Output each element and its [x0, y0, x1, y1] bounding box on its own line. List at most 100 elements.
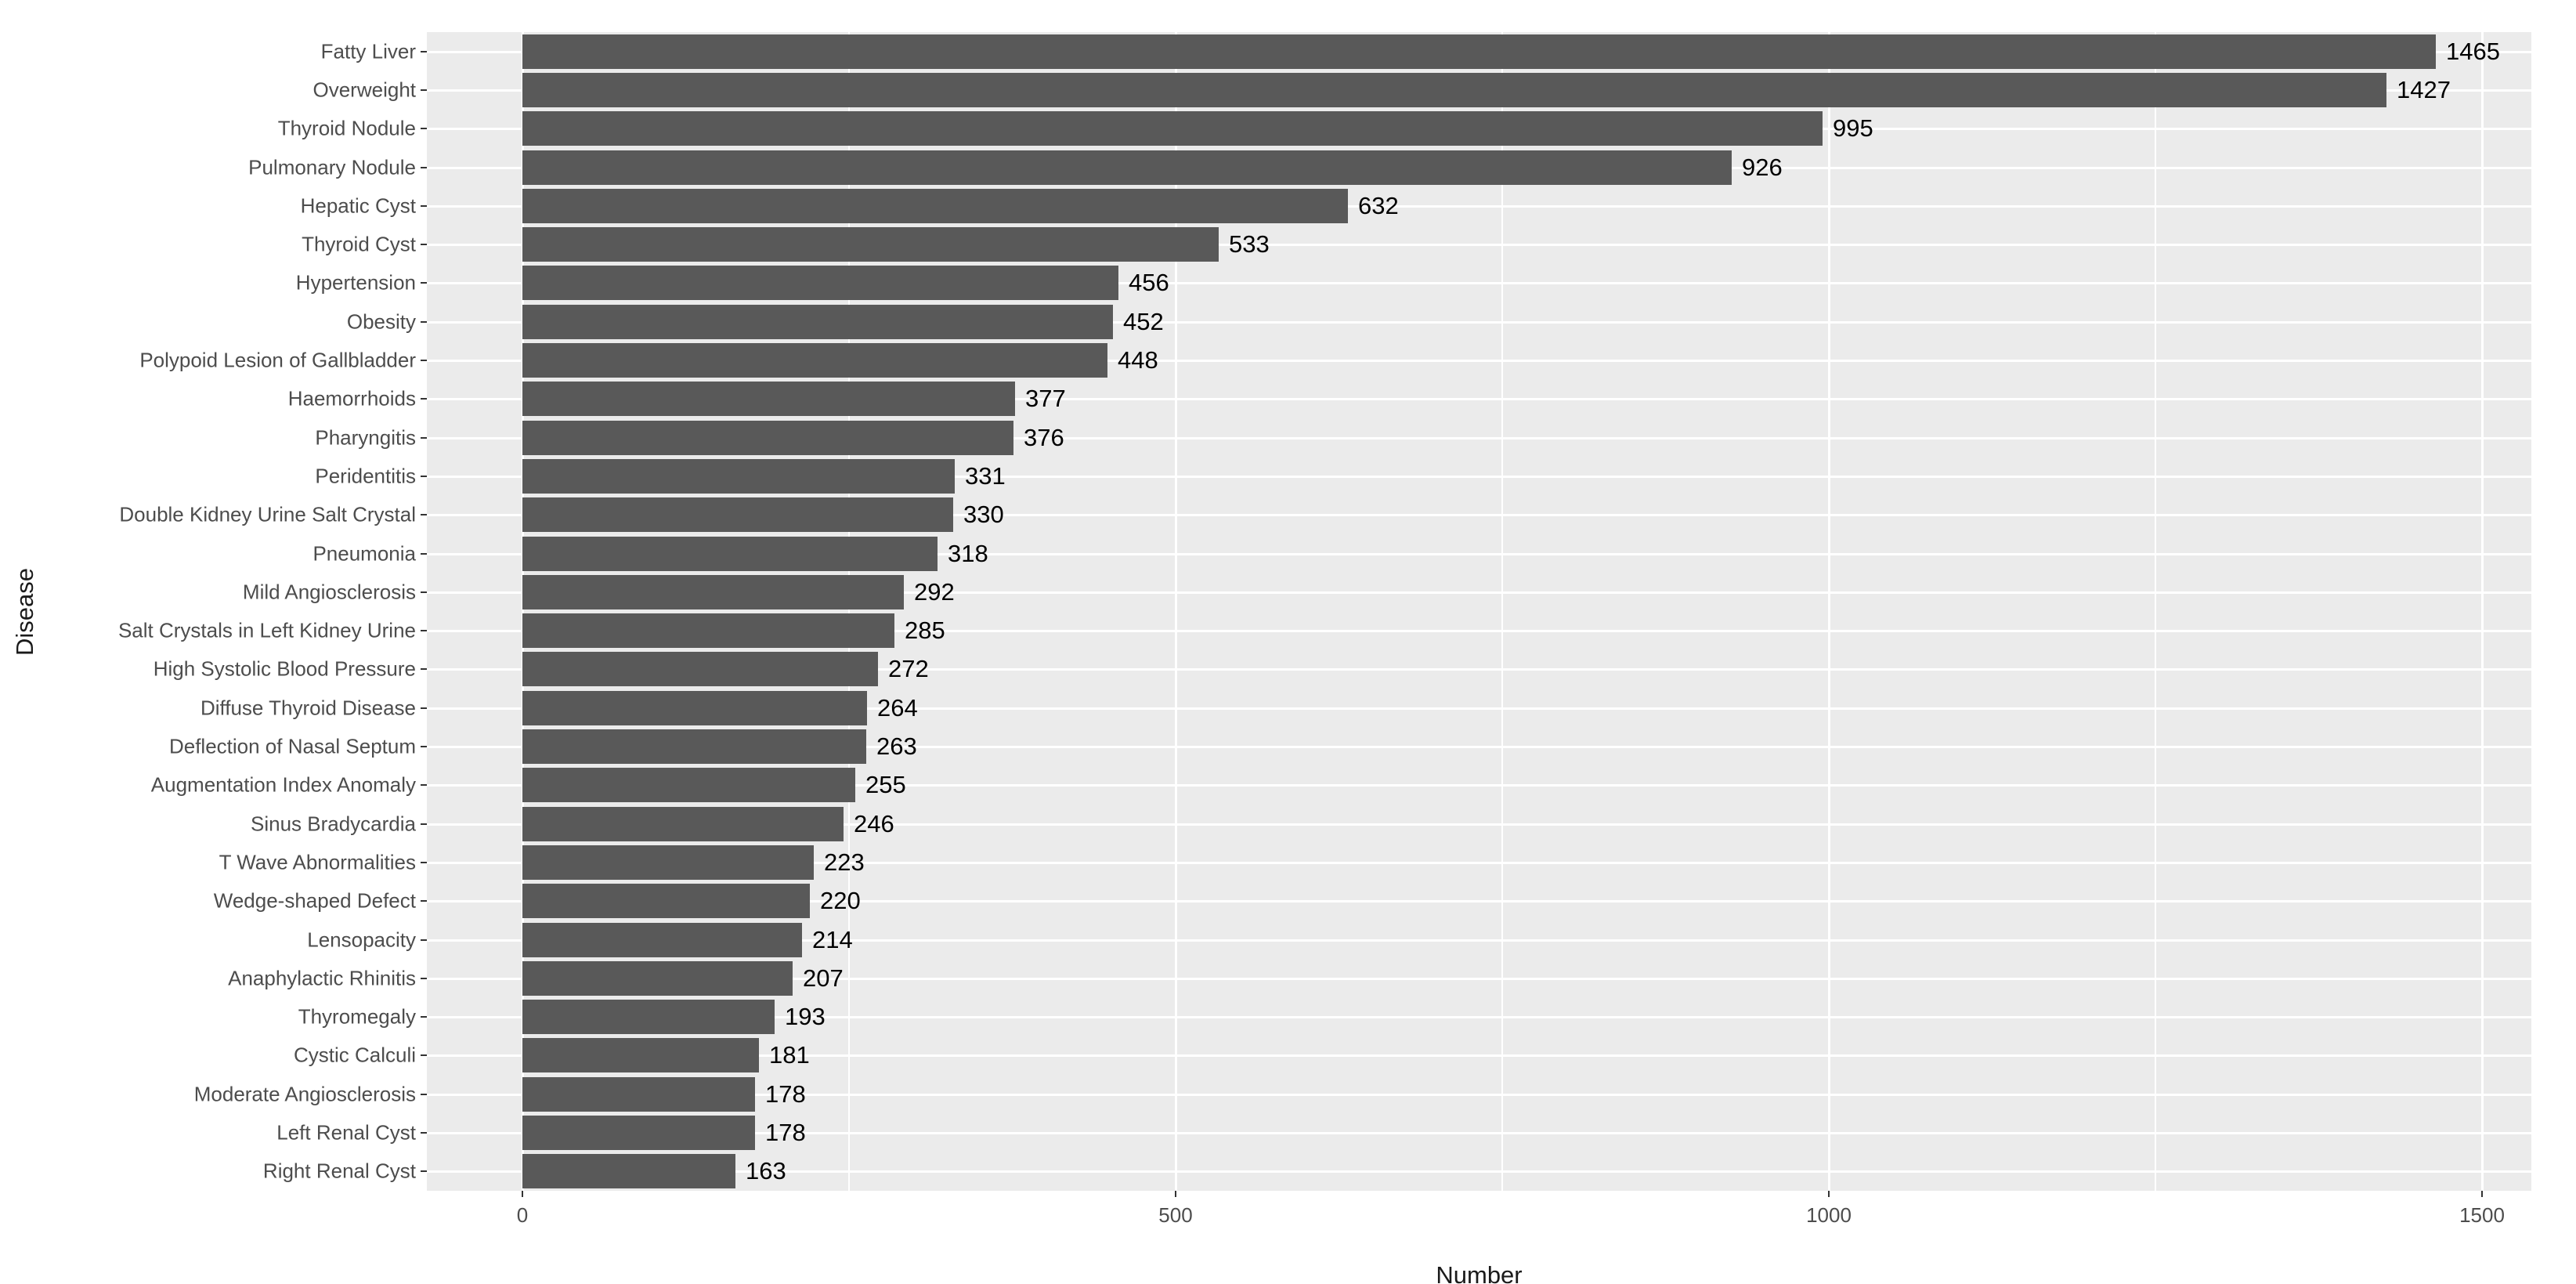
bar	[522, 729, 866, 764]
y-tick-mark	[421, 862, 427, 863]
x-tick-label: 0	[516, 1203, 529, 1227]
category-gridline	[427, 514, 2531, 516]
y-tick-mark	[421, 823, 427, 825]
y-tick-mark	[421, 321, 427, 323]
bar	[522, 34, 2436, 69]
bar-value-label: 246	[854, 810, 894, 837]
bar-value-label: 456	[1129, 269, 1169, 296]
x-tick-mark	[1828, 1191, 1830, 1197]
category-gridline	[427, 321, 2531, 324]
bar	[522, 421, 1013, 455]
x-axis-title: Number	[1436, 1261, 1523, 1284]
x-tick-mark	[1175, 1191, 1176, 1197]
bar	[522, 189, 1348, 223]
category-gridline	[427, 476, 2531, 478]
y-tick-mark	[421, 476, 427, 477]
category-gridline	[427, 244, 2531, 246]
y-tick-mark	[421, 1132, 427, 1134]
category-gridline	[427, 939, 2531, 942]
y-tick-label: Moderate Angiosclerosis	[193, 1082, 416, 1106]
bar	[522, 845, 814, 880]
y-tick-label: Mild Angiosclerosis	[242, 580, 416, 604]
bar-value-label: 214	[812, 926, 853, 953]
category-gridline	[427, 900, 2531, 902]
bar	[522, 884, 810, 918]
major-gridline	[1828, 32, 1830, 1191]
category-gridline	[427, 1094, 2531, 1096]
bar	[522, 266, 1118, 300]
y-tick-mark	[421, 553, 427, 555]
y-tick-mark	[421, 1170, 427, 1172]
bar-value-label: 1465	[2446, 38, 2500, 65]
category-gridline	[427, 437, 2531, 439]
y-tick-mark	[421, 707, 427, 709]
category-gridline	[427, 707, 2531, 710]
bar-value-label: 533	[1229, 230, 1270, 258]
bar	[522, 382, 1015, 416]
y-tick-mark	[421, 437, 427, 439]
bar-value-label: 163	[746, 1157, 786, 1185]
y-tick-label: Hepatic Cyst	[300, 194, 416, 218]
y-tick-mark	[421, 900, 427, 902]
y-tick-label: Polypoid Lesion of Gallbladder	[139, 348, 416, 372]
bar	[522, 1077, 755, 1112]
bar-value-label: 207	[803, 964, 844, 992]
bar-value-label: 292	[914, 578, 955, 606]
y-tick-mark	[421, 784, 427, 786]
y-tick-label: Pneumonia	[313, 541, 416, 566]
x-tick-mark	[522, 1191, 523, 1197]
major-gridline	[522, 32, 524, 1191]
bar	[522, 150, 1732, 185]
y-tick-label: Pharyngitis	[315, 425, 416, 450]
bar-value-label: 452	[1123, 308, 1164, 335]
y-tick-label: Double Kidney Urine Salt Crystal	[119, 502, 416, 526]
bar-value-label: 264	[877, 694, 918, 722]
category-gridline	[427, 630, 2531, 632]
bar	[522, 768, 855, 802]
bar-value-label: 995	[1833, 114, 1873, 142]
major-gridline	[2481, 32, 2484, 1191]
category-gridline	[427, 205, 2531, 208]
category-gridline	[427, 668, 2531, 671]
y-tick-label: Anaphylactic Rhinitis	[228, 966, 416, 990]
bar-value-label: 448	[1118, 346, 1158, 374]
bar	[522, 459, 955, 494]
y-tick-mark	[421, 978, 427, 979]
y-tick-mark	[421, 1016, 427, 1018]
minor-gridline	[848, 32, 850, 1191]
y-tick-mark	[421, 514, 427, 515]
y-tick-label: Diffuse Thyroid Disease	[200, 696, 416, 720]
bar	[522, 1154, 735, 1188]
category-gridline	[427, 978, 2531, 980]
bar	[522, 227, 1219, 262]
bar	[522, 652, 878, 686]
y-tick-mark	[421, 746, 427, 747]
bar	[522, 1000, 775, 1034]
y-tick-label: Right Renal Cyst	[262, 1159, 416, 1183]
bar	[522, 575, 904, 609]
bar	[522, 1038, 759, 1072]
bar-value-label: 285	[905, 617, 945, 644]
x-tick-label: 1000	[1806, 1203, 1852, 1227]
y-tick-mark	[421, 1094, 427, 1095]
bar-value-label: 220	[820, 887, 861, 914]
bar-value-label: 632	[1358, 192, 1399, 219]
category-gridline	[427, 1170, 2531, 1173]
y-tick-mark	[421, 1054, 427, 1056]
category-gridline	[427, 1132, 2531, 1134]
y-tick-mark	[421, 205, 427, 207]
y-tick-label: Left Renal Cyst	[276, 1120, 416, 1145]
y-tick-label: Fatty Liver	[320, 39, 416, 63]
bar	[522, 537, 938, 571]
y-tick-label: Thyromegaly	[298, 1004, 416, 1029]
bar-value-label: 331	[965, 462, 1006, 490]
bar-value-label: 1427	[2397, 76, 2451, 103]
y-tick-label: Augmentation Index Anomaly	[150, 772, 416, 797]
y-tick-label: Thyroid Nodule	[277, 116, 416, 140]
y-tick-label: Obesity	[346, 309, 416, 334]
category-gridline	[427, 282, 2531, 284]
minor-gridline	[1501, 32, 1503, 1191]
bar	[522, 73, 2386, 107]
bar-value-label: 255	[865, 771, 906, 798]
